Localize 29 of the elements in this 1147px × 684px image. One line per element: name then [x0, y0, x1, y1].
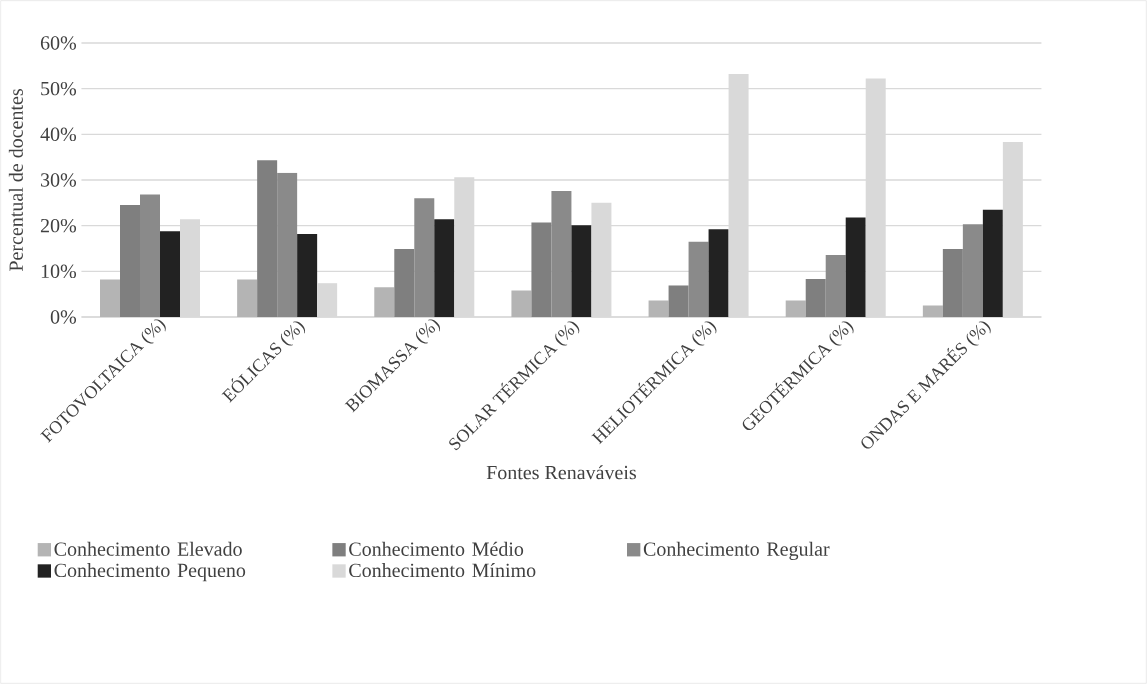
bar [317, 283, 338, 317]
bar [845, 217, 866, 317]
bar [571, 225, 592, 317]
bar [237, 279, 258, 317]
y-tick-label: 10% [41, 264, 77, 279]
y-axis-title: Percentual de docentes [8, 89, 23, 272]
legend-label: Conhecimento Médio [349, 541, 524, 556]
legend-label: Conhecimento Mínimo [349, 563, 536, 578]
bar [374, 287, 395, 317]
y-tick-label: 20% [40, 218, 77, 233]
legend-label: Conhecimento Elevado [54, 541, 242, 556]
bar [297, 233, 318, 317]
bar [434, 219, 455, 317]
bar [922, 305, 943, 317]
bar [785, 300, 806, 317]
bar [982, 209, 1003, 317]
bar [100, 279, 121, 317]
x-axis-title: Fontes Renaváveis [486, 465, 636, 480]
y-tick-label: 0% [50, 310, 77, 324]
y-tick-label: 30% [41, 173, 77, 187]
legend-label: Conhecimento Regular [643, 541, 830, 560]
y-tick-label: 50% [41, 81, 77, 96]
y-tick-label: 60% [40, 36, 77, 50]
bar [708, 229, 729, 317]
bar [511, 290, 532, 317]
y-tick-label: 40% [40, 127, 77, 142]
bar [648, 300, 669, 317]
bar [160, 231, 180, 317]
legend-label: Conhecimento Pequeno [54, 563, 246, 582]
